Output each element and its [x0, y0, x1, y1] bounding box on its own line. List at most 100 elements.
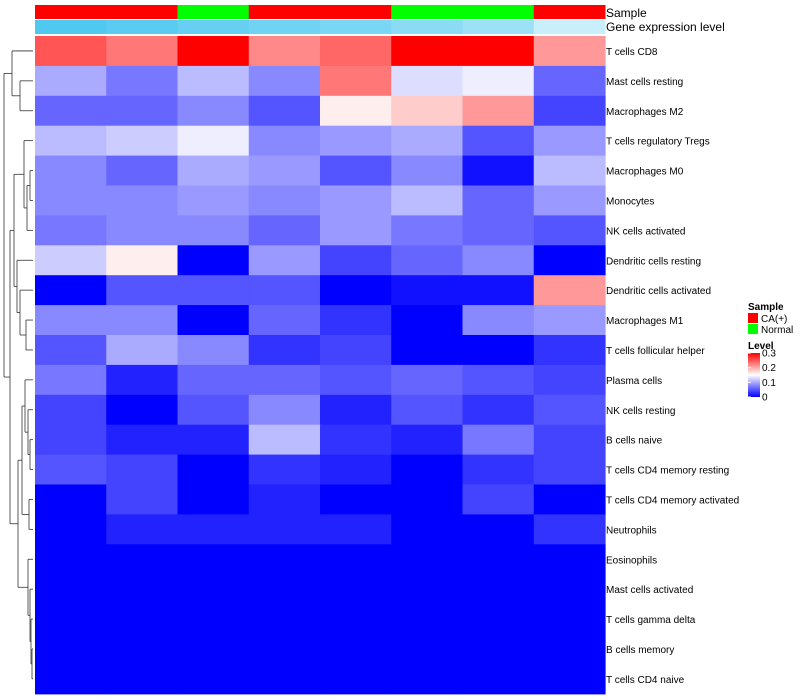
- heatmap-cell: [320, 604, 392, 635]
- heatmap-cell: [320, 155, 392, 187]
- heatmap-cell: [320, 245, 392, 276]
- heatmap-cell: [106, 484, 179, 515]
- row-label: Macrophages M1: [606, 316, 684, 327]
- heatmap-cell: [35, 36, 107, 67]
- heatmap-cell: [106, 604, 179, 635]
- heatmap-cell: [177, 335, 250, 366]
- annotation-expression-cell: [533, 20, 606, 34]
- legend-level-title: Level: [748, 341, 774, 352]
- heatmap-cell: [462, 185, 535, 216]
- heatmap-cell: [177, 95, 250, 127]
- heatmap-cell: [248, 215, 321, 246]
- row-label: B cells memory: [606, 645, 674, 656]
- heatmap-cell: [248, 305, 321, 336]
- heatmap-cell: [177, 484, 250, 515]
- heatmap-cell: [462, 574, 535, 605]
- heatmap-cell: [533, 275, 606, 306]
- heatmap-cell: [106, 65, 179, 97]
- heatmap-cell: [533, 364, 606, 396]
- heatmap-cell: [106, 454, 179, 486]
- heatmap-cell: [462, 245, 535, 276]
- heatmap-cell: [106, 155, 179, 187]
- heatmap-cell: [248, 604, 321, 635]
- row-label: T cells CD4 memory resting: [606, 466, 729, 477]
- row-label: T cells CD8: [606, 47, 658, 58]
- row-label: Neutrophils: [606, 525, 657, 536]
- heatmap-cell: [248, 454, 321, 486]
- heatmap-cell: [462, 394, 535, 426]
- heatmap-cell: [177, 634, 250, 665]
- annotation-expression-cell: [391, 20, 463, 34]
- row-dendrogram: [3, 50, 33, 680]
- heatmap-cell: [462, 275, 535, 306]
- heatmap-cell: [533, 634, 606, 665]
- heatmap-cell: [320, 634, 392, 665]
- row-label: Macrophages M0: [606, 167, 684, 178]
- heatmap-cell: [320, 215, 392, 246]
- heatmap-cell: [533, 394, 606, 426]
- legend-sample-title: Sample: [748, 302, 784, 313]
- heatmap-cell: [106, 305, 179, 336]
- annotation-sample-cell: [320, 5, 392, 19]
- heatmap-cell: [320, 125, 392, 157]
- heatmap-cell: [391, 364, 464, 396]
- legend-sample-swatch: [748, 324, 758, 334]
- heatmap-cell: [533, 424, 606, 456]
- annotation-expression-cell: [320, 20, 392, 34]
- heatmap-cell: [462, 36, 535, 67]
- heatmap-cell: [391, 634, 464, 665]
- heatmap-cell: [35, 484, 107, 515]
- heatmap-cell: [533, 95, 606, 127]
- heatmap-cell: [248, 424, 321, 456]
- heatmap-cell: [320, 185, 392, 216]
- heatmap-cell: [320, 424, 392, 456]
- heatmap-cell: [391, 185, 464, 216]
- heatmap-cell: [320, 663, 392, 695]
- heatmap-cell: [533, 335, 606, 366]
- heatmap-cell: [533, 514, 606, 545]
- heatmap-cell: [533, 604, 606, 635]
- heatmap-cell: [106, 364, 179, 396]
- legend-level-tick-label: 0: [762, 393, 768, 404]
- annotation-expression-cell: [35, 20, 107, 34]
- heatmap-cell: [177, 215, 250, 246]
- heatmap-cell: [35, 544, 107, 575]
- heatmap-cell: [35, 65, 107, 97]
- annotation-label-sample: Sample: [606, 6, 647, 20]
- annotation-sample-cell: [177, 5, 250, 19]
- heatmap-cell: [35, 394, 107, 426]
- heatmap-cell: [533, 65, 606, 97]
- heatmap-cell: [391, 604, 464, 635]
- heatmap-cell: [106, 95, 179, 127]
- heatmap-cell: [177, 574, 250, 605]
- legend-sample-label: CA(+): [761, 314, 787, 325]
- heatmap-cell: [462, 364, 535, 396]
- heatmap-cell: [533, 663, 606, 695]
- row-label: Monocytes: [606, 196, 654, 207]
- annotation-sample-cell: [533, 5, 606, 19]
- heatmap-cell: [106, 125, 179, 157]
- heatmap-cell: [106, 36, 179, 67]
- heatmap-cell: [320, 275, 392, 306]
- heatmap-cell: [35, 95, 107, 127]
- heatmap-cell: [533, 125, 606, 157]
- heatmap-cell: [177, 364, 250, 396]
- row-label: Macrophages M2: [606, 107, 684, 118]
- heatmap-cell: [177, 424, 250, 456]
- heatmap-cell: [106, 394, 179, 426]
- heatmap-cell: [391, 335, 464, 366]
- heatmap-cell: [248, 544, 321, 575]
- heatmap-cell: [462, 454, 535, 486]
- heatmap-cell: [106, 424, 179, 456]
- heatmap-cell: [248, 125, 321, 157]
- heatmap-cell: [391, 65, 464, 97]
- heatmap-cell: [106, 544, 179, 575]
- heatmap-cell: [35, 155, 107, 187]
- heatmap-cell: [35, 215, 107, 246]
- heatmap-cell: [391, 663, 464, 695]
- row-label: T cells follicular helper: [606, 346, 705, 357]
- heatmap-cell: [106, 275, 179, 306]
- annotation-expression-cell: [248, 20, 321, 34]
- heatmap-cell: [35, 245, 107, 276]
